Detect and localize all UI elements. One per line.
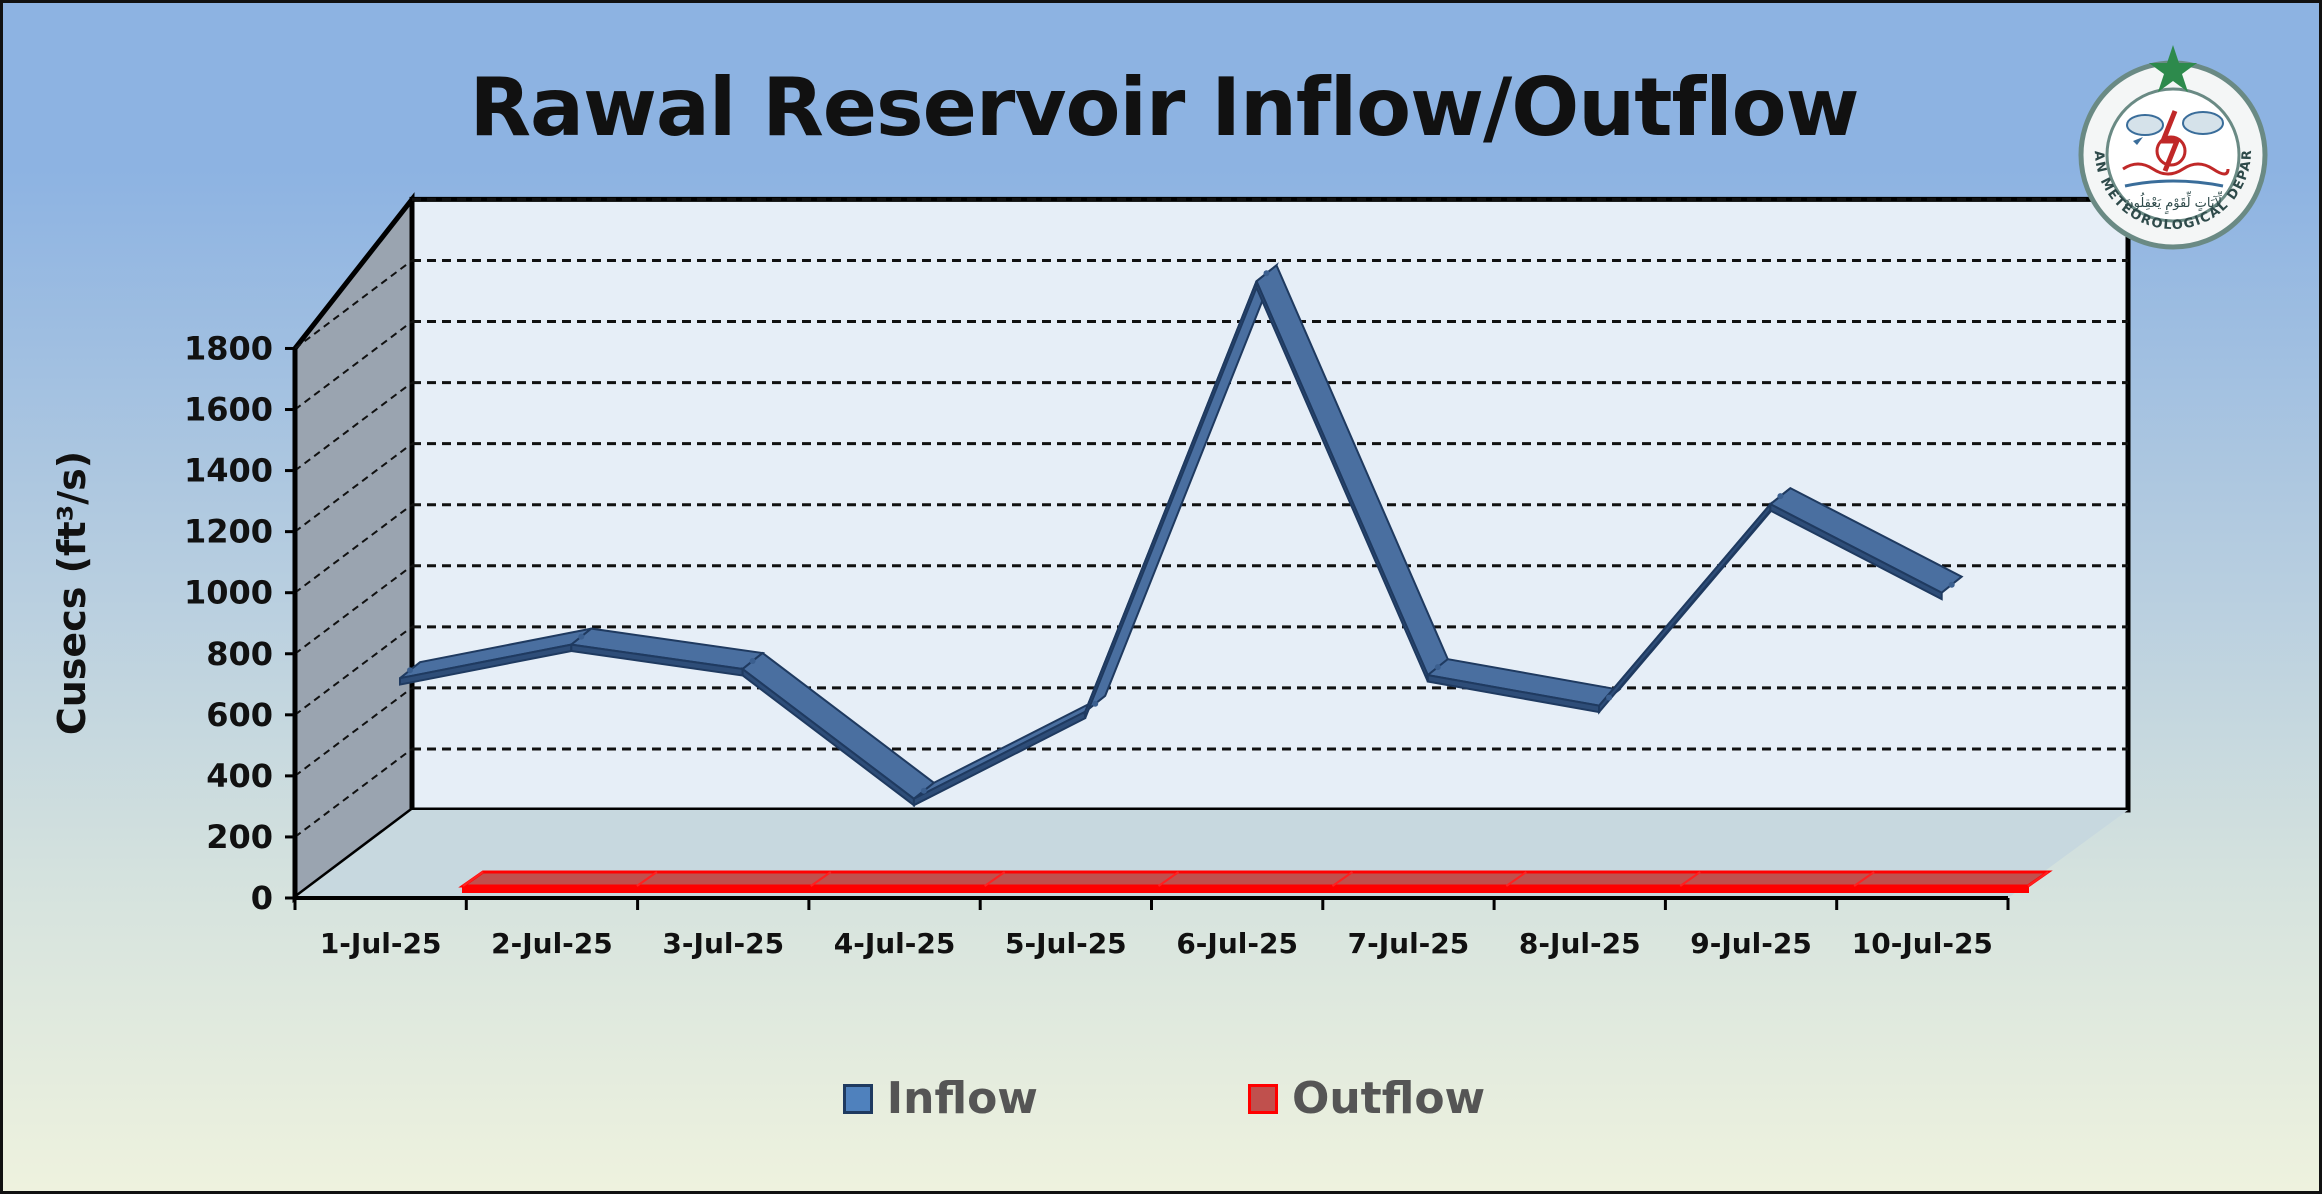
inflow-segment-face — [1769, 502, 1943, 601]
x-tick-label: 4-Jul-25 — [834, 927, 956, 960]
y-tick-label: 600 — [206, 696, 273, 734]
x-tick-label: 8-Jul-25 — [1519, 927, 1641, 960]
gridline-side — [294, 564, 413, 655]
gridline-side — [294, 503, 413, 594]
inflow-series — [399, 262, 1964, 808]
inflow-point-9 — [1948, 581, 1955, 588]
outflow-series — [458, 870, 2053, 893]
outflow-point-8 — [1853, 871, 1875, 887]
y-tick-label: 1000 — [184, 574, 273, 612]
gridlines — [294, 197, 2128, 838]
x-tick-label: 1-Jul-25 — [320, 927, 442, 960]
legend-item-inflow: Inflow — [842, 1073, 1038, 1124]
inflow-point-4 — [1092, 700, 1099, 707]
x-tick-label: 3-Jul-25 — [662, 927, 784, 960]
outflow-point-3 — [984, 871, 1006, 887]
inflow-point-1 — [578, 633, 585, 640]
y-tick-label: 0 — [251, 879, 273, 917]
x-tick-label: 2-Jul-25 — [491, 927, 613, 960]
gridline-side — [294, 259, 413, 350]
legend-label-outflow: Outflow — [1291, 1073, 1486, 1124]
x-tick-label: 5-Jul-25 — [1005, 927, 1127, 960]
x-tick-label: 6-Jul-25 — [1176, 927, 1298, 960]
y-tick-label: 1200 — [184, 513, 273, 551]
outflow-swatch — [1247, 1083, 1278, 1114]
y-tick-label: 200 — [206, 818, 273, 856]
y-axis-title: Cusecs (ft³/s) — [50, 451, 94, 735]
outflow-point-4 — [1157, 871, 1180, 887]
gridline-side — [294, 320, 413, 411]
outflow-face — [462, 885, 2029, 893]
y-tick-label: 1800 — [184, 329, 273, 367]
y-tick-label: 1600 — [184, 391, 273, 429]
gridline-side — [294, 626, 413, 716]
pmd-logo: PAKISTAN METEOROLOGICAL DEPARTMENT لِّآي… — [2063, 41, 2268, 250]
inflow-point-3 — [920, 787, 927, 794]
x-tick-label: 7-Jul-25 — [1348, 927, 1470, 960]
outflow-point-9 — [2027, 871, 2049, 887]
inflow-point-8 — [1777, 493, 1784, 500]
legend-label-inflow: Inflow — [886, 1073, 1038, 1124]
legend: Inflow Outflow — [3, 1073, 2322, 1124]
outflow-point-5 — [1331, 871, 1354, 887]
legend-item-outflow: Outflow — [1247, 1073, 1486, 1124]
gridline-side — [294, 381, 413, 472]
inflow-point-2 — [749, 658, 756, 665]
inflow-point-7 — [1606, 694, 1613, 701]
gridline-side — [294, 687, 413, 777]
y-tick-label: 800 — [206, 635, 273, 673]
outflow-point-1 — [636, 871, 658, 887]
chart-title: Rawal Reservoir Inflow/Outflow — [469, 61, 1859, 154]
outflow-top — [458, 870, 2053, 888]
x-axis-ticks: 1-Jul-25 2-Jul-25 3-Jul-25 4-Jul-25 5-Jul-25… — [293, 898, 2010, 960]
inflow-point-0 — [407, 667, 413, 674]
outflow-point-0 — [462, 871, 484, 887]
inflow-point-6 — [1434, 664, 1441, 671]
inflow-swatch — [842, 1083, 873, 1114]
x-tick-label: 9-Jul-25 — [1690, 927, 1812, 960]
inflow-point-5 — [1263, 270, 1270, 277]
gridline-side — [294, 442, 413, 533]
y-axis-ticks: 0 200 400 600 800 1000 1200 1400 1600 1800 — [184, 329, 295, 917]
x-tick-label: 10-Jul-25 — [1852, 927, 1993, 960]
outflow-point-7 — [1679, 871, 1701, 887]
y-tick-label: 400 — [206, 757, 273, 795]
chart-plot: 0 200 400 600 800 1000 1200 1400 1600 1800 1-Jul-… — [50, 192, 2131, 960]
y-tick-label: 1400 — [184, 452, 273, 490]
gridline-side — [294, 748, 413, 838]
outflow-point-6 — [1505, 871, 1527, 887]
outflow-point-2 — [810, 871, 832, 887]
